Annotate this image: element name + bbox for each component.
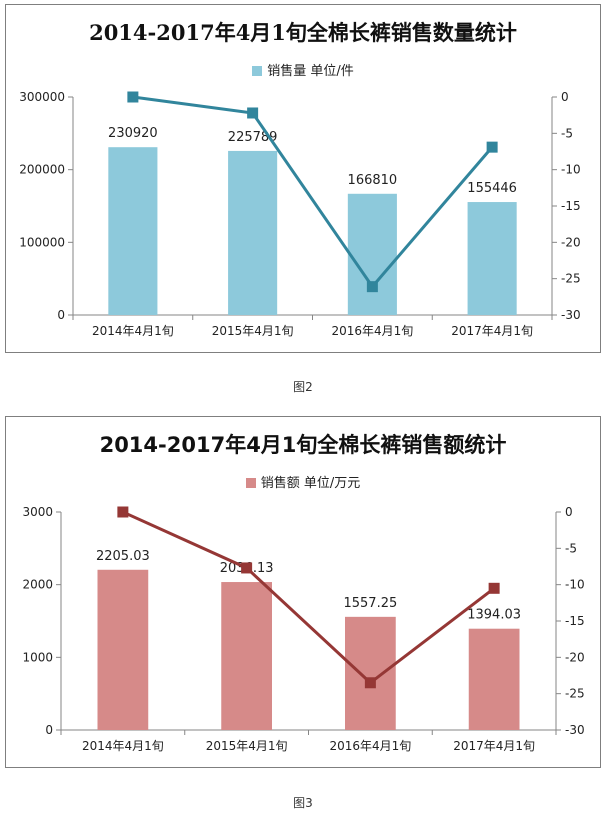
chart-2-y2-tick-label: -25 xyxy=(565,687,585,701)
chart-1-x-tick-label: 2015年4月1旬 xyxy=(212,324,294,338)
chart-2-bar xyxy=(345,616,396,730)
chart-2-x-tick-label: 2016年4月1旬 xyxy=(329,739,411,753)
chart-2-line-point xyxy=(117,506,129,518)
chart-2-y-tick-label: 2000 xyxy=(22,578,53,592)
chart-2-y2-tick-label: -30 xyxy=(565,723,585,737)
chart-2-legend-label: 销售额 单位/万元 xyxy=(260,476,361,491)
figure-caption-2: 图2 xyxy=(293,380,313,394)
chart-1-x-tick-label: 2016年4月1旬 xyxy=(331,324,413,338)
chart-2-bar-label: 2205.03 xyxy=(96,549,150,564)
chart-2-x-tick-label: 2017年4月1旬 xyxy=(453,739,535,753)
chart-1-frame: 2014-2017年4月1旬全棉长裤销售数量统计 销售量 单位/件 0 10000… xyxy=(5,4,601,353)
figure-caption-3: 图3 xyxy=(293,796,313,810)
chart-1-y-tick-label: 300000 xyxy=(19,90,65,104)
chart-2-y2-tick-label: -20 xyxy=(565,650,585,664)
chart-2-y2-tick-label: -10 xyxy=(565,578,585,592)
chart-2-bar-label: 1557.25 xyxy=(343,596,397,611)
chart-1-y-tick-label: 0 xyxy=(57,308,65,322)
chart-1-y2-tick-label: -15 xyxy=(561,199,581,213)
chart-2-title: 2014-2017年4月1旬全棉长裤销售额统计 xyxy=(99,433,507,457)
chart-2-line-point xyxy=(241,562,253,574)
chart-2-line-point xyxy=(364,677,376,689)
chart-2-x-tick-label: 2015年4月1旬 xyxy=(206,739,288,753)
chart-1-bar xyxy=(347,193,397,315)
chart-1-line-series xyxy=(132,95,494,290)
chart-1-bar-label: 225789 xyxy=(228,130,278,145)
chart-2-bar-label: 1394.03 xyxy=(467,608,521,623)
chart-1-y-tick-label: 100000 xyxy=(19,235,65,249)
chart-1-bar xyxy=(228,150,278,315)
chart-1-legend-label: 销售量 单位/件 xyxy=(267,64,354,79)
chart-2-legend-swatch xyxy=(245,478,256,488)
chart-2-bar xyxy=(97,569,149,730)
chart-1-y2-tick-label: -20 xyxy=(561,235,581,249)
chart-1-y2-tick-label: 0 xyxy=(561,90,569,104)
chart-2-bar xyxy=(468,628,520,730)
chart-2-y2-tick-label: -5 xyxy=(565,541,577,555)
chart-1-x-tick-label: 2014年4月1旬 xyxy=(92,324,174,338)
chart-1-line-point xyxy=(127,91,139,103)
chart-1-bar-label: 155446 xyxy=(467,181,517,196)
chart-1-y2-tick-label: -5 xyxy=(561,126,573,140)
chart-1-y2-tick-label: -30 xyxy=(561,308,581,322)
chart-1-bar xyxy=(467,202,517,315)
chart-1-line-point xyxy=(247,107,259,119)
chart-2-y-tick-label: 3000 xyxy=(22,505,53,519)
chart-2-bar xyxy=(221,582,272,730)
chart-2-line-series xyxy=(122,510,496,685)
chart-1-bar-label: 166810 xyxy=(348,173,398,188)
chart-1-plot: 0 100000 200000 300000 0 -5 -10 -15 -20 -25 -30 230… xyxy=(19,90,581,338)
chart-1-y2-tick-label: -10 xyxy=(561,163,581,177)
chart-1-title: 2014-2017年4月1旬全棉长裤销售数量统计 xyxy=(89,20,517,45)
chart-1-bar-label: 230920 xyxy=(108,126,158,141)
chart-2-y-tick-label: 1000 xyxy=(22,650,53,664)
chart-2-y-tick-label: 0 xyxy=(45,723,53,737)
chart-1-x-tick-label: 2017年4月1旬 xyxy=(451,324,533,338)
chart-1-line-point xyxy=(366,281,378,293)
chart-2-legend: 销售额 单位/万元 xyxy=(6,472,600,491)
chart-1-legend: 销售量 单位/件 xyxy=(6,60,600,79)
chart-1-y-tick-label: 200000 xyxy=(19,163,65,177)
chart-2-line-point xyxy=(488,582,500,594)
chart-2-plot: 0 1000 2000 3000 0 -5 -10 -15 -20 -25 -30 2205.03 20… xyxy=(22,505,585,753)
chart-1-legend-swatch xyxy=(252,66,263,76)
chart-2-y2-tick-label: -15 xyxy=(565,614,585,628)
chart-2-y2-tick-label: 0 xyxy=(565,505,573,519)
chart-1-line-point xyxy=(486,141,498,153)
chart-2-x-tick-label: 2014年4月1旬 xyxy=(82,739,164,753)
chart-1-y2-tick-label: -25 xyxy=(561,272,581,286)
chart-2-frame: 2014-2017年4月1旬全棉长裤销售额统计 销售额 单位/万元 0 1000 2… xyxy=(5,416,601,768)
chart-1-bar xyxy=(108,147,158,315)
